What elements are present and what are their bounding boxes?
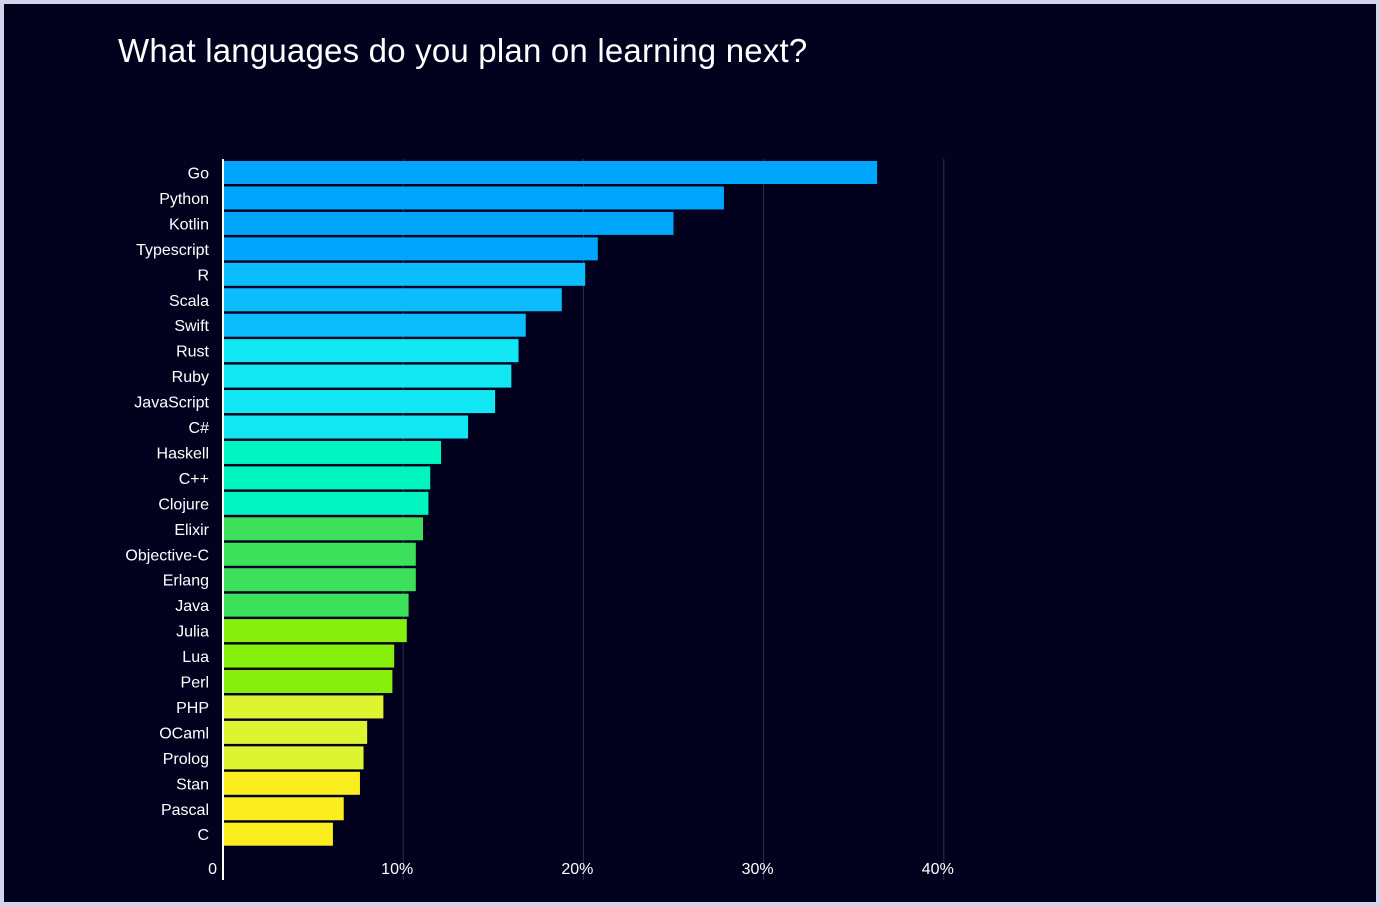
category-label: Scala (169, 293, 209, 310)
category-label: OCaml (159, 725, 209, 742)
category-label: Clojure (158, 496, 209, 513)
category-label: Elixir (174, 522, 209, 539)
bar (224, 466, 431, 490)
bar (224, 771, 360, 795)
category-label: Lua (182, 649, 209, 666)
bar (224, 619, 407, 643)
bar (224, 288, 562, 312)
bar (224, 262, 586, 286)
x-tick-labels: 0 10% 20% 30% 40% (208, 861, 954, 878)
x-tick-label: 0 (208, 861, 217, 878)
x-tick-label: 40% (922, 861, 954, 878)
bar (224, 390, 496, 414)
category-labels: Go Python Kotlin Typescript R Scala Swift Rust R… (125, 166, 209, 845)
category-label: R (197, 267, 209, 284)
bars (224, 161, 878, 846)
category-label: JavaScript (134, 395, 209, 412)
bar (224, 644, 395, 668)
bar (224, 364, 512, 388)
x-tick-label: 20% (561, 861, 593, 878)
category-label: C (197, 827, 209, 844)
category-label: Objective-C (125, 547, 209, 564)
category-label: Stan (176, 776, 209, 793)
category-label: Ruby (172, 369, 209, 386)
category-label: Pascal (161, 802, 209, 819)
bar (224, 695, 384, 719)
bar (224, 313, 526, 337)
bar (224, 746, 364, 770)
bar (224, 237, 598, 261)
bar (224, 568, 416, 592)
category-label: Kotlin (169, 216, 209, 233)
category-label: Typescript (136, 242, 209, 259)
category-label: Go (188, 166, 209, 183)
category-label: Java (175, 598, 209, 615)
category-label: C# (189, 420, 210, 437)
x-tick-label: 10% (381, 861, 413, 878)
category-label: Perl (181, 675, 209, 692)
bar (224, 415, 469, 439)
category-label: Julia (176, 624, 209, 641)
category-label: Rust (176, 344, 209, 361)
bar (224, 440, 442, 464)
bar (224, 161, 878, 184)
bar (224, 670, 393, 693)
bar (224, 186, 724, 210)
category-label: Prolog (163, 751, 209, 768)
bar (224, 542, 416, 566)
bar (224, 593, 409, 617)
category-label: Erlang (163, 573, 209, 590)
category-label: Python (159, 191, 209, 208)
chart-title: What languages do you plan on learning n… (118, 32, 808, 69)
category-label: Haskell (157, 445, 209, 462)
bar (224, 720, 368, 744)
bar (224, 517, 424, 541)
bar (224, 339, 519, 363)
bar (224, 822, 333, 846)
category-label: Swift (174, 318, 209, 335)
category-label: C++ (179, 471, 209, 488)
bar (224, 211, 674, 235)
category-label: PHP (176, 700, 209, 717)
bar (224, 797, 344, 821)
bar (224, 491, 429, 515)
x-tick-label: 30% (742, 861, 774, 878)
